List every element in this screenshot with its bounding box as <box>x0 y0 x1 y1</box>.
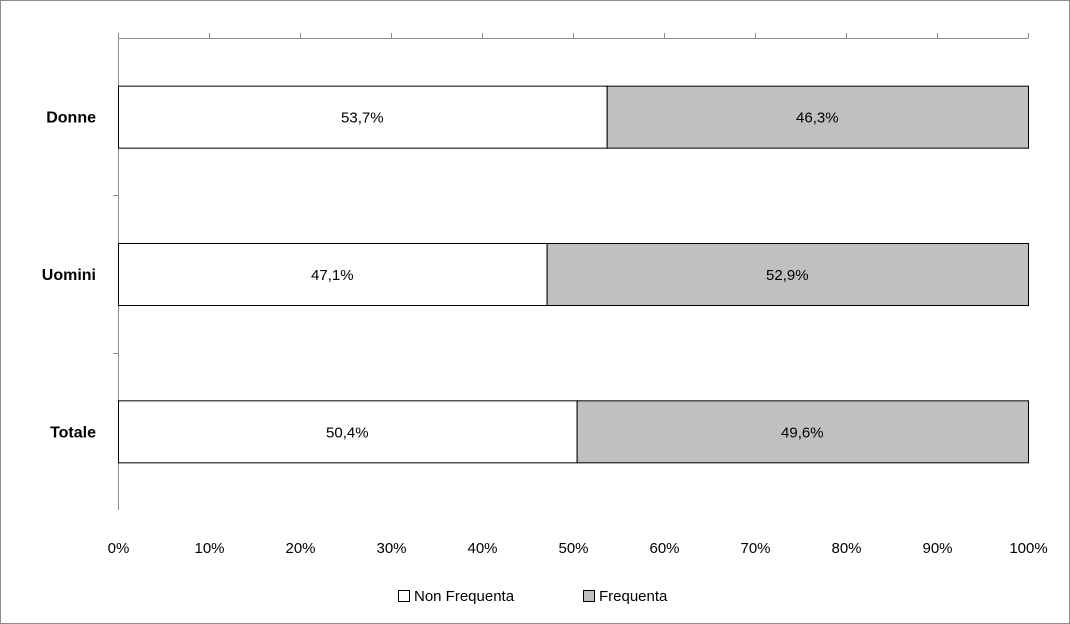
bars-group: 53,7% 46,3% 47,1% 52,9% 50,4% 49,6% <box>118 85 1029 464</box>
legend-swatch <box>398 590 410 602</box>
x-tick-label: 100% <box>1009 540 1047 557</box>
bar-non-frequenta <box>118 400 578 464</box>
legend: Non Frequenta Frequenta <box>398 588 668 605</box>
data-label: 53,7% <box>341 110 384 127</box>
x-tick-label: 30% <box>376 540 406 557</box>
x-tick-label: 70% <box>740 540 770 557</box>
bar-frequenta <box>576 400 1029 464</box>
data-label: 50,4% <box>326 424 369 441</box>
category-label: Totale <box>50 424 96 441</box>
legend-label: Frequenta <box>599 588 668 605</box>
legend-label: Non Frequenta <box>414 588 515 605</box>
data-label: 49,6% <box>781 424 824 441</box>
bar-non-frequenta <box>118 243 548 306</box>
axes-group: 0% 10% 20% 30% 40% 50% 60% 70% 80% 90% 100% Donne Uo… <box>42 33 1048 557</box>
data-label: 52,9% <box>766 267 809 284</box>
bar-non-frequenta <box>118 85 608 149</box>
legend-swatch <box>583 590 595 602</box>
data-label: 46,3% <box>796 110 839 127</box>
x-tick-label: 50% <box>558 540 588 557</box>
category-label: Uomini <box>42 267 96 284</box>
x-tick-label: 20% <box>285 540 315 557</box>
x-tick-label: 10% <box>194 540 224 557</box>
bar-frequenta <box>606 85 1029 149</box>
x-tick-label: 80% <box>831 540 861 557</box>
x-tick-label: 60% <box>649 540 679 557</box>
x-tick-label: 0% <box>108 540 130 557</box>
x-tick-label: 40% <box>467 540 497 557</box>
category-label: Donne <box>46 110 96 127</box>
data-label: 47,1% <box>311 267 354 284</box>
x-tick-label: 90% <box>922 540 952 557</box>
bar-frequenta <box>546 243 1029 306</box>
